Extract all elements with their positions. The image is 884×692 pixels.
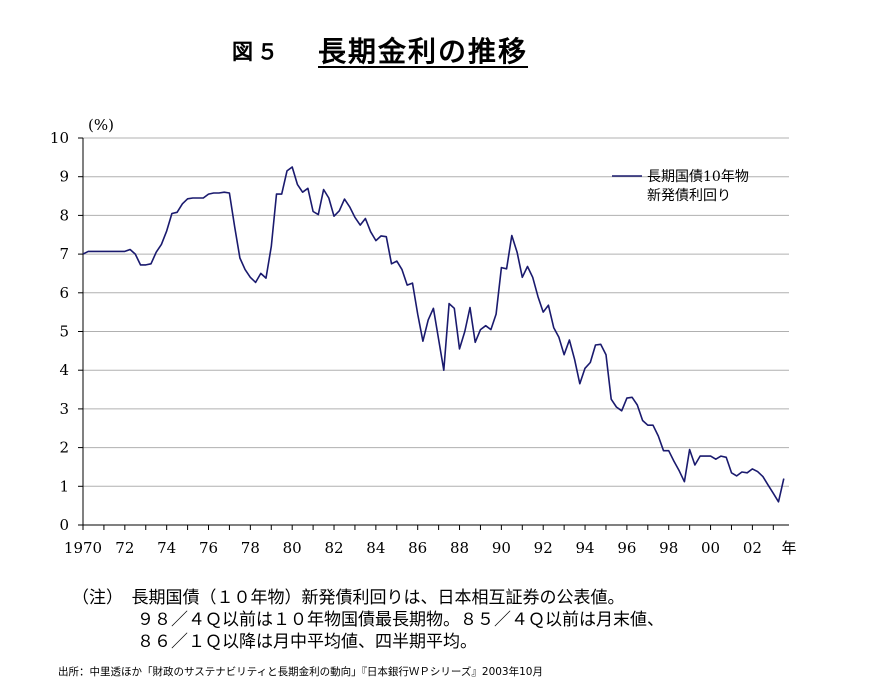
x-tick-label-00: 00 [701, 539, 720, 557]
x-tick-label-1970: 1970 [64, 539, 102, 557]
x-tick-label-90: 90 [492, 539, 511, 557]
source-citation: 出所：中里透ほか「財政のサステナビリティと長期金利の動向」『日本銀行ＷＰシリーズ… [58, 666, 543, 678]
x-tick-label-88: 88 [450, 539, 469, 557]
y-tick-label-5: 5 [59, 323, 69, 341]
x-axis-unit-label: 年 [781, 539, 796, 557]
x-tick-label-98: 98 [659, 539, 678, 557]
x-tick-label-96: 96 [617, 539, 636, 557]
x-axis-ticks: 1970 72 74 76 78 80 82 84 86 88 90 92 94 96 98 00 02 年 [64, 524, 797, 557]
y-tick-label-2: 2 [59, 439, 69, 457]
y-tick-label-7: 7 [59, 245, 69, 263]
y-tick-label-10: 10 [50, 129, 69, 147]
x-tick-label-80: 80 [283, 539, 302, 557]
y-tick-label-4: 4 [59, 361, 69, 379]
x-tick-label-76: 76 [199, 539, 218, 557]
x-tick-label-84: 84 [366, 539, 385, 557]
figure-number: 図５ [232, 39, 282, 64]
x-tick-label-92: 92 [534, 539, 553, 557]
y-axis-unit-label: (%) [88, 116, 114, 134]
y-tick-label-1: 1 [59, 477, 69, 495]
x-tick-label-94: 94 [575, 539, 594, 557]
y-axis-ticks: 0 1 2 3 4 5 6 7 8 9 10 [50, 129, 84, 534]
x-tick-label-02: 02 [743, 539, 762, 557]
chart-title: 長期金利の推移 [318, 35, 529, 68]
legend: 長期国債10年物新発債利回り [612, 169, 749, 204]
y-tick-label-6: 6 [59, 284, 69, 302]
y-tick-label-0: 0 [59, 516, 69, 534]
y-tick-label-3: 3 [59, 400, 69, 418]
x-tick-label-74: 74 [157, 539, 176, 557]
legend-label: 長期国債10年物新発債利回り [647, 169, 749, 204]
x-tick-label-72: 72 [115, 539, 134, 557]
grid-lines [83, 137, 789, 487]
x-tick-label-86: 86 [408, 539, 427, 557]
x-tick-label-82: 82 [324, 539, 343, 557]
y-tick-label-9: 9 [59, 168, 69, 186]
series-line-jgb-10y-yield [82, 166, 785, 503]
x-tick-label-78: 78 [241, 539, 260, 557]
note-line-3: ８６／１Ｑ以降は月中平均値、四半期平均。 [137, 632, 477, 652]
y-tick-label-8: 8 [59, 206, 69, 224]
note-line-2: ９８／４Ｑ以前は１０年物国債最長期物。８５／４Ｑ以前は月末値、 [137, 610, 664, 630]
note-line-1: （注） 長期国債（１０年物）新発債利回りは、日本相互証券の公表値。 [72, 588, 625, 608]
